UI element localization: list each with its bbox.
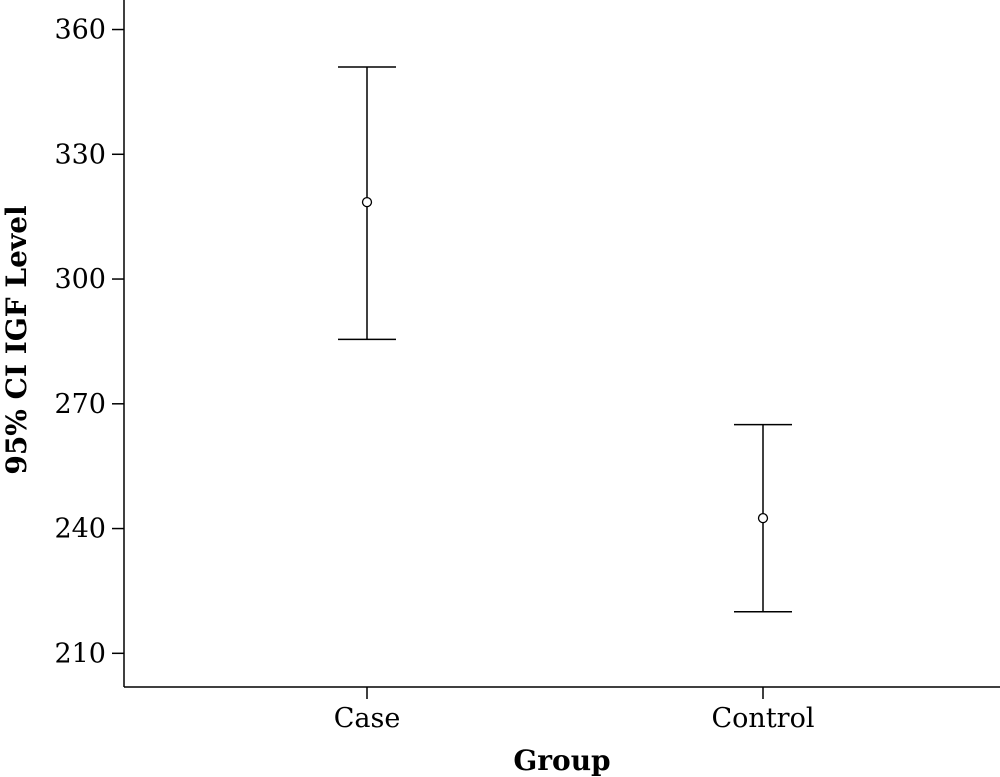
y-tick-label: 330 bbox=[54, 139, 106, 170]
x-tick-label: Control bbox=[712, 703, 815, 734]
y-ticks: 210 240 270 300 330 360 bbox=[54, 15, 124, 669]
x-tick-label: Case bbox=[334, 703, 401, 734]
x-ticks: Case Control bbox=[334, 687, 815, 734]
y-tick-label: 300 bbox=[54, 264, 106, 295]
y-tick-label: 270 bbox=[54, 389, 106, 420]
mean-point bbox=[361, 196, 373, 208]
error-bar-control bbox=[734, 423, 792, 613]
mean-point bbox=[757, 513, 769, 524]
error-bars bbox=[338, 66, 792, 613]
x-axis-title: Group bbox=[513, 744, 610, 777]
y-tick-label: 240 bbox=[54, 514, 106, 545]
y-tick-label: 210 bbox=[54, 638, 106, 669]
error-bar-case bbox=[338, 66, 396, 341]
y-tick-label: 360 bbox=[54, 15, 106, 46]
y-axis-title: 95% CI IGF Level bbox=[0, 205, 33, 474]
axes bbox=[123, 0, 1000, 688]
